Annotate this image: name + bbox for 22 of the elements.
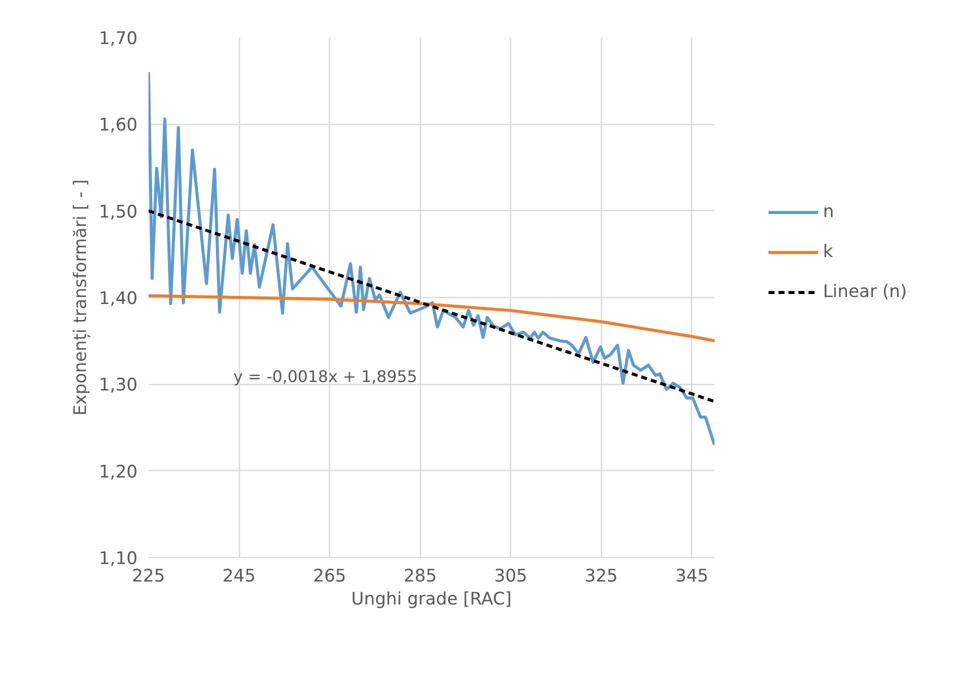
y-tick-label: 1,60 xyxy=(98,116,138,136)
legend-label: k xyxy=(823,242,834,262)
x-tick-label: 345 xyxy=(675,566,708,586)
legend-label: Linear (n) xyxy=(823,282,907,302)
x-tick-label: 265 xyxy=(313,566,346,586)
x-tick-label: 245 xyxy=(222,566,256,586)
line-series xyxy=(148,70,714,446)
x-tick-label: 325 xyxy=(584,566,618,586)
y-tick-label: 1,40 xyxy=(98,289,138,309)
x-axis-title: Unghi grade [RAC] xyxy=(351,590,512,610)
annotation: y = -0,0018x + 1,8955 xyxy=(233,366,418,386)
x-tick-label: 285 xyxy=(404,566,437,586)
y-tick-label: 1,10 xyxy=(98,549,138,569)
y-tick-label: 1,50 xyxy=(98,202,138,222)
x-tick-label: 225 xyxy=(132,566,166,586)
line-series xyxy=(148,294,714,342)
x-tick-label: 305 xyxy=(494,566,528,586)
y-tick-label: 1,20 xyxy=(98,462,138,482)
y-axis-title: Exponenți transformări [ - ] xyxy=(70,179,91,416)
legend-label: n xyxy=(823,202,835,222)
y-tick-label: 1,30 xyxy=(98,376,138,396)
y-tick-label: 1,70 xyxy=(98,29,138,49)
